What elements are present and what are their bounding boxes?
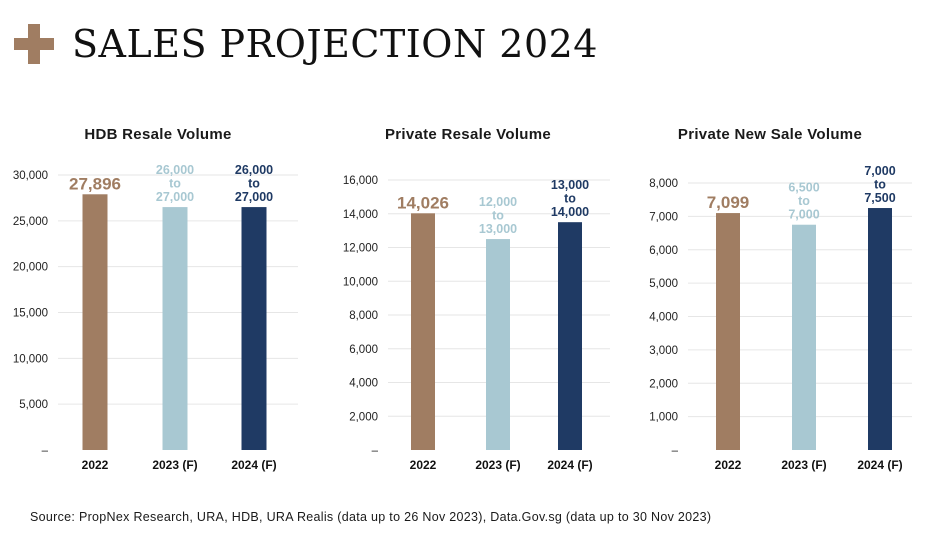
x-tick-label: 2023 (F) [475, 458, 520, 472]
y-tick-label: 2,000 [649, 378, 678, 390]
data-label: to [169, 177, 181, 191]
bar [82, 194, 108, 450]
x-tick-label: 2024 (F) [547, 458, 592, 472]
data-label: to [874, 178, 886, 192]
y-tick-label: 10,000 [13, 353, 48, 365]
bar [558, 222, 582, 450]
data-label: 7,000 [788, 208, 819, 222]
data-label: 7,500 [864, 191, 895, 205]
data-label: 12,000 [479, 195, 517, 209]
y-tick-label: 8,000 [649, 178, 678, 190]
source-note: Source: PropNex Research, URA, HDB, URA … [30, 510, 712, 524]
y-tick-label: 16,000 [343, 175, 378, 187]
y-tick-label: 6,000 [649, 245, 678, 257]
chart-svg: – 5,000 10,000 15,000 20,000 25,000 30,000 2022… [13, 163, 298, 472]
bar [241, 207, 267, 450]
chart-hdb-resale: HDB Resale Volume – 5,000 10,000 15,000 20,0… [8, 120, 308, 490]
y-tick-label: 6,000 [349, 344, 378, 356]
y-tick-label: 7,000 [649, 211, 678, 223]
data-label: 13,000 [479, 222, 517, 236]
y-tick-label: – [42, 445, 49, 457]
bar [792, 224, 816, 450]
x-tick-label: 2022 [715, 458, 742, 472]
x-tick-label: 2024 (F) [231, 458, 276, 472]
data-label: to [248, 177, 260, 191]
x-tick-label: 2022 [82, 458, 109, 472]
data-label: 6,500 [788, 181, 819, 195]
chart-title: HDB Resale Volume [84, 126, 232, 143]
chart-svg: – 1,000 2,000 3,000 4,000 5,000 6,000 7,000 8,00… [649, 164, 912, 472]
bar [411, 213, 435, 450]
data-label: 27,896 [69, 174, 121, 193]
data-label: 7,099 [707, 193, 750, 212]
header: SALES PROJECTION 2024 [14, 16, 598, 72]
y-tick-label: 12,000 [343, 243, 378, 255]
data-label: to [564, 192, 576, 206]
data-label: to [798, 194, 810, 208]
y-tick-label: 5,000 [19, 399, 48, 411]
y-tick-label: 15,000 [13, 308, 48, 320]
y-tick-label: 1,000 [649, 412, 678, 424]
data-label: 27,000 [235, 190, 273, 204]
y-tick-label: 5,000 [649, 278, 678, 290]
y-tick-label: – [672, 445, 679, 457]
y-tick-label: – [372, 445, 379, 457]
bar [716, 213, 740, 450]
chart-private-resale: Private Resale Volume – 2,000 4,000 6,000 8,… [318, 120, 618, 490]
y-tick-label: 20,000 [13, 262, 48, 274]
data-label: 14,000 [551, 205, 589, 219]
data-label: 14,026 [397, 193, 449, 212]
x-tick-label: 2023 (F) [781, 458, 826, 472]
bar [486, 239, 510, 450]
data-label: 26,000 [156, 163, 194, 177]
data-label: 26,000 [235, 163, 273, 177]
x-tick-label: 2024 (F) [857, 458, 902, 472]
chart-title: Private Resale Volume [384, 126, 552, 143]
y-tick-label: 4,000 [349, 378, 378, 390]
y-tick-label: 8,000 [349, 310, 378, 322]
chart-svg: – 2,000 4,000 6,000 8,000 10,000 12,000 14,000 1… [343, 175, 610, 472]
data-label: 7,000 [864, 164, 895, 178]
plus-icon-vertical [28, 24, 40, 64]
y-tick-label: 10,000 [343, 276, 378, 288]
data-label: to [492, 209, 504, 223]
y-tick-label: 4,000 [649, 312, 678, 324]
plus-icon [14, 24, 54, 64]
y-tick-label: 2,000 [349, 411, 378, 423]
y-tick-label: 25,000 [13, 216, 48, 228]
page-title: SALES PROJECTION 2024 [72, 22, 598, 66]
chart-title: Private New Sale Volume [677, 126, 863, 143]
x-tick-label: 2023 (F) [152, 458, 197, 472]
chart-private-new-sale: Private New Sale Volume – 1,000 2,000 3,000… [620, 120, 920, 490]
bar [162, 207, 188, 450]
x-tick-label: 2022 [410, 458, 437, 472]
y-tick-label: 14,000 [343, 209, 378, 221]
data-label: 27,000 [156, 190, 194, 204]
bar [868, 208, 892, 450]
y-tick-label: 30,000 [13, 170, 48, 182]
y-tick-label: 3,000 [649, 345, 678, 357]
data-label: 13,000 [551, 178, 589, 192]
